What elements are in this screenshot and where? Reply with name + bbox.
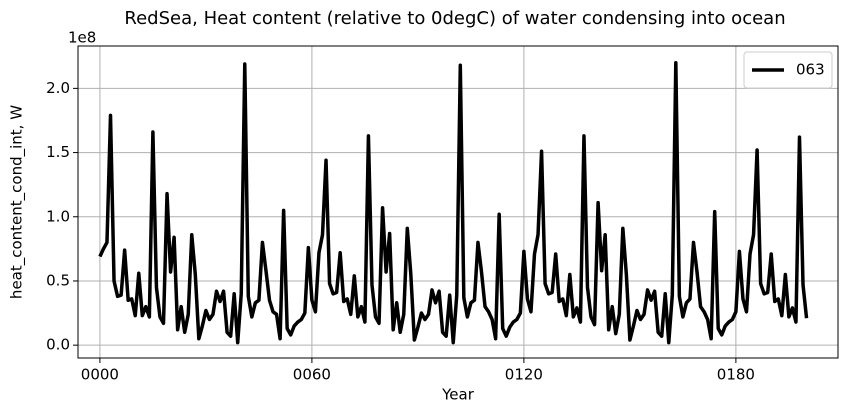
chart-title: RedSea, Heat content (relative to 0degC)…: [124, 8, 785, 29]
x-tick-label: 0000: [81, 366, 119, 384]
y-tick-label: 1.0: [46, 207, 70, 225]
y-tick-label: 0.0: [46, 336, 70, 354]
x-tick-label: 0180: [717, 366, 755, 384]
x-axis-label: Year: [441, 386, 475, 404]
legend-label: 063: [796, 61, 825, 79]
legend-box: [743, 51, 833, 89]
y-tick-label: 1.5: [46, 143, 70, 161]
x-tick-label: 0060: [293, 366, 331, 384]
plot-frame: [77, 45, 839, 359]
line-series: [98, 60, 809, 345]
y-tick-label: 0.5: [46, 271, 70, 289]
y-axis-label: heat_content_cond_int, W: [8, 105, 27, 299]
y-offset-label: 1e8: [68, 29, 96, 47]
x-tick-label: 0120: [505, 366, 543, 384]
y-tick-label: 2.0: [46, 79, 70, 97]
